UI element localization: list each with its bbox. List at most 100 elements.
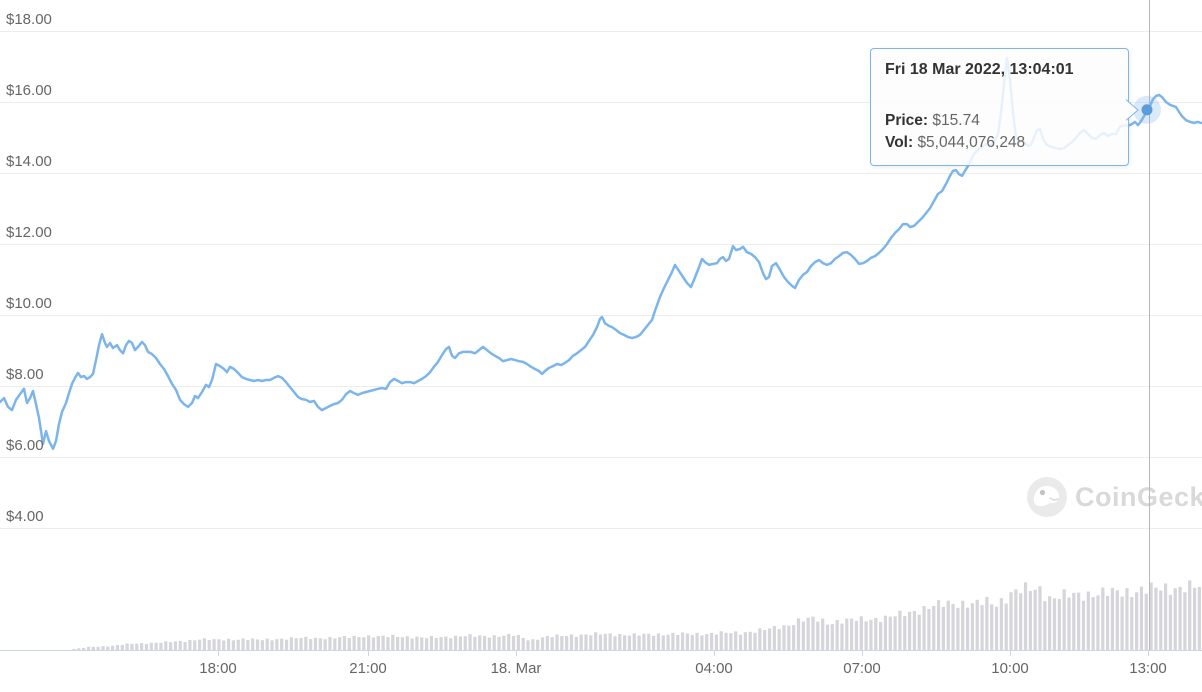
volume-bar [1139,586,1144,650]
volume-bar [734,631,738,650]
volume-bar [676,635,680,650]
volume-bar [545,635,549,650]
volume-bar [927,609,931,650]
volume-bar [994,606,999,650]
volume-bar [801,621,805,650]
volume-bar [159,642,163,650]
volume-bar [342,636,347,650]
volume-bar [806,617,810,650]
volume-bar [231,640,235,650]
volume-bar [850,618,854,650]
volume-bar [719,631,723,650]
volume-bar [333,638,337,650]
volume-bar [946,600,950,650]
volume-bar [260,640,264,650]
volume-bar [1091,597,1095,650]
volume-bar [912,611,917,650]
volume-bar [985,596,989,650]
volume-bar [569,634,574,650]
volume-bar [1081,600,1086,650]
volume-bar [125,643,129,650]
y-axis-label: $6.00 [6,437,44,454]
volume-bar [623,635,627,650]
volume-bar [652,635,656,650]
volume-bar [594,632,598,650]
volume-bar [507,633,511,650]
x-axis-label: 07:00 [843,660,881,677]
volume-bar [560,636,564,650]
volume-bar [352,635,356,650]
volume-bar [531,639,535,650]
volume-bar [197,639,202,650]
volume-bar [526,640,530,650]
volume-bar [661,635,665,650]
volume-bar [917,614,921,650]
volume-bar [410,638,414,650]
volume-bar [396,636,400,650]
volume-bar [202,638,207,650]
volume-bar [1101,587,1105,650]
volume-bar [439,637,443,650]
volume-bar [1019,593,1023,650]
volume-bar [473,636,477,650]
volume-bar [1120,596,1124,650]
volume-bar [980,605,984,650]
volume-bar [975,599,979,650]
volume-bar [140,643,144,650]
volume-bar [367,635,371,650]
volume-bar [951,603,955,650]
volume-bar [1072,592,1076,650]
volume-bar [1004,603,1008,650]
volume-bar [101,646,105,650]
volume-bar [845,618,849,650]
volume-bar [183,642,187,650]
coingecko-watermark: CoinGecko [1026,476,1202,518]
volume-bar [1154,587,1158,650]
volume-bar [463,636,467,650]
volume-bar [497,636,501,650]
volume-bar [347,637,351,650]
volume-bar [405,636,409,650]
volume-bar [680,632,685,650]
volume-bar [1077,592,1081,650]
volume-bar [193,640,197,650]
volume-bar [970,603,974,650]
volume-bar [511,635,516,650]
volume-bar [478,635,482,650]
volume-bar [86,646,91,650]
volume-bar [830,624,834,650]
tooltip-arrow [1125,99,1139,121]
volume-bar [589,635,593,650]
volume-bar [932,605,936,650]
volume-bar [936,600,941,650]
marker-dot [1141,104,1153,116]
volume-bar [130,643,134,650]
volume-bar [154,642,158,650]
x-axis-label: 18:00 [199,660,237,677]
volume-bar [207,640,211,650]
volume-bar [521,637,525,650]
volume-bar [700,635,704,650]
volume-bar [685,633,690,650]
volume-bar [255,639,260,650]
volume-bar [1183,592,1187,650]
volume-bar [965,607,970,650]
volume-bar [1057,599,1061,650]
volume-bar [738,634,743,650]
volume-bar [217,639,221,650]
volume-bar [825,624,830,650]
volume-bar [420,637,424,650]
x-axis-label: 10:00 [991,660,1029,677]
volume-bar [241,638,245,650]
volume-bar [574,636,578,650]
volume-bar [941,606,945,650]
volume-bar [1110,587,1115,650]
volume-bar [482,635,487,650]
volume-bar [956,607,960,650]
volume-bar [270,640,274,650]
volume-bar [1043,601,1047,650]
volume-bar [1014,589,1018,650]
tooltip-date: Fri 18 Mar 2022, 13:04:01 [885,61,1074,78]
